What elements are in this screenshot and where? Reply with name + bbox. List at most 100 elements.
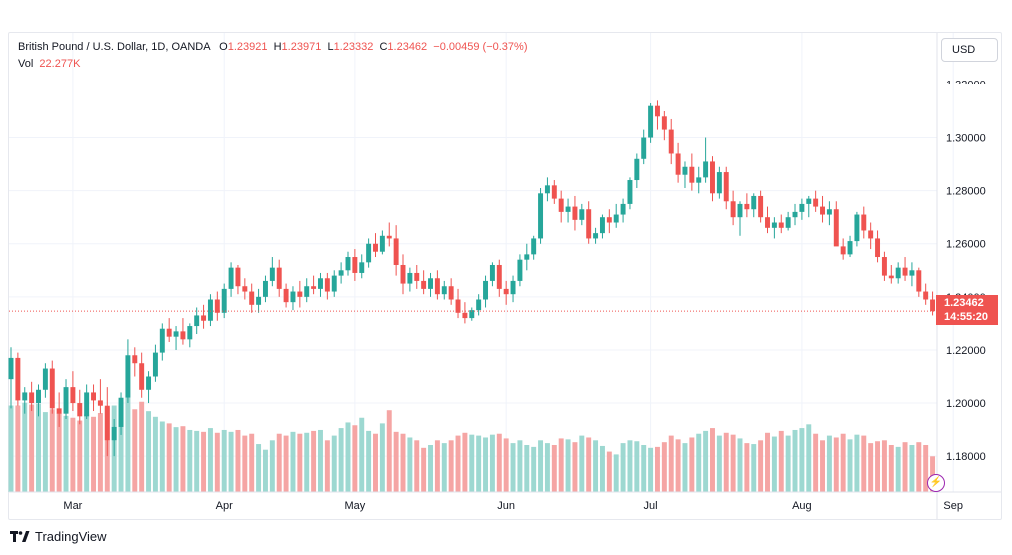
candle-body: [228, 267, 234, 289]
currency-button[interactable]: USD: [941, 38, 998, 62]
candle-body: [70, 387, 76, 404]
volume-bar: [359, 417, 365, 492]
volume-label[interactable]: Vol: [18, 58, 34, 70]
candle-body: [916, 270, 922, 292]
volume-bar: [173, 427, 179, 492]
candle-body: [63, 387, 69, 414]
volume-bar: [634, 441, 640, 492]
tradingview-icon: [10, 530, 30, 542]
candle-body: [572, 206, 578, 220]
candle-body: [414, 272, 420, 281]
price-tick-label: 1.32000: [946, 79, 986, 91]
volume-bar: [558, 438, 564, 492]
volume-bar: [146, 411, 152, 492]
candle-body: [503, 288, 509, 295]
price-tick-label: 1.20000: [946, 398, 986, 410]
candle-body: [586, 209, 592, 239]
time-tick-label: Jun: [497, 500, 515, 512]
candle-body: [469, 310, 475, 319]
candle-body: [304, 286, 310, 297]
candle-body: [654, 105, 660, 117]
chart-frame: [8, 32, 1002, 520]
volume-bar: [826, 435, 832, 492]
candle-body: [283, 288, 289, 303]
volume-bar: [723, 432, 729, 492]
volume-bar: [297, 433, 303, 492]
candle-body: [269, 267, 275, 281]
candle-body: [854, 214, 860, 242]
candle-body: [723, 172, 729, 202]
candle-body: [792, 211, 798, 218]
volume-bar: [63, 415, 69, 492]
candle-body: [352, 257, 358, 273]
candle-body: [531, 238, 537, 255]
volume-bar: [49, 409, 55, 492]
volume-bar: [868, 443, 874, 492]
candle-body: [77, 403, 83, 417]
candle-body: [42, 368, 48, 390]
volume-bar: [668, 435, 674, 492]
candle-body: [8, 357, 14, 380]
lightning-icon[interactable]: ⚡: [927, 474, 945, 492]
volume-bar: [854, 434, 860, 492]
candle-body: [428, 278, 433, 289]
volume-bar: [675, 439, 681, 492]
volume-bar: [909, 445, 915, 492]
candle-body: [799, 203, 805, 212]
volume-bar: [366, 430, 372, 492]
volume-bar: [586, 437, 592, 492]
low-value: 1.23332: [333, 41, 374, 53]
ohlc-legend: British Pound / U.S. Dollar, 1D, OANDA O…: [18, 41, 527, 53]
candle-body: [36, 389, 41, 404]
candle-body: [476, 299, 482, 311]
volume-bar: [654, 446, 660, 492]
volume-bar: [42, 412, 48, 492]
volume-bar: [262, 449, 268, 492]
volume-bar: [579, 435, 585, 492]
candle-body: [579, 209, 585, 220]
volume-bar: [744, 443, 750, 492]
price-tick-label: 1.26000: [946, 239, 986, 251]
volume-bar: [881, 440, 887, 492]
volume-bar: [428, 445, 433, 492]
candle-body: [256, 296, 262, 305]
volume-bar: [56, 413, 62, 492]
candle-body: [407, 272, 413, 284]
candle-body: [386, 235, 392, 239]
volume-bar: [875, 441, 881, 492]
candle-body: [696, 177, 702, 183]
close-value: 1.23462: [387, 41, 428, 53]
volume-bar: [180, 426, 186, 492]
candle-body: [710, 161, 715, 194]
candle-body: [551, 185, 557, 199]
volume-bar: [496, 433, 502, 492]
candle-body: [462, 312, 468, 319]
candle-body: [538, 193, 544, 239]
volume-bar: [916, 442, 922, 492]
candle-body: [599, 217, 605, 234]
candle-body: [868, 230, 874, 239]
volume-bar: [29, 404, 35, 492]
volume-bar: [710, 428, 715, 492]
tradingview-logo[interactable]: TradingView: [10, 529, 107, 544]
volume-bar: [187, 429, 193, 492]
candle-body: [22, 392, 28, 401]
candle-body: [15, 357, 21, 401]
close-label: C: [379, 41, 388, 53]
volume-bar: [324, 440, 330, 492]
candle-body: [785, 217, 791, 228]
volume-bar: [565, 439, 571, 492]
volume-bar: [159, 421, 165, 492]
volume-bar: [627, 440, 633, 492]
symbol-title[interactable]: British Pound / U.S. Dollar, 1D, OANDA: [18, 41, 210, 53]
candle-body: [496, 264, 502, 289]
volume-bar: [338, 428, 344, 492]
candle-body: [311, 286, 317, 289]
volume-bar: [194, 430, 200, 492]
candle-body: [558, 198, 564, 212]
volume-bar: [489, 434, 495, 492]
axes: 1.180001.200001.220001.240001.260001.280…: [9, 33, 1001, 519]
volume-bar: [125, 398, 131, 492]
candle-body: [249, 291, 255, 305]
